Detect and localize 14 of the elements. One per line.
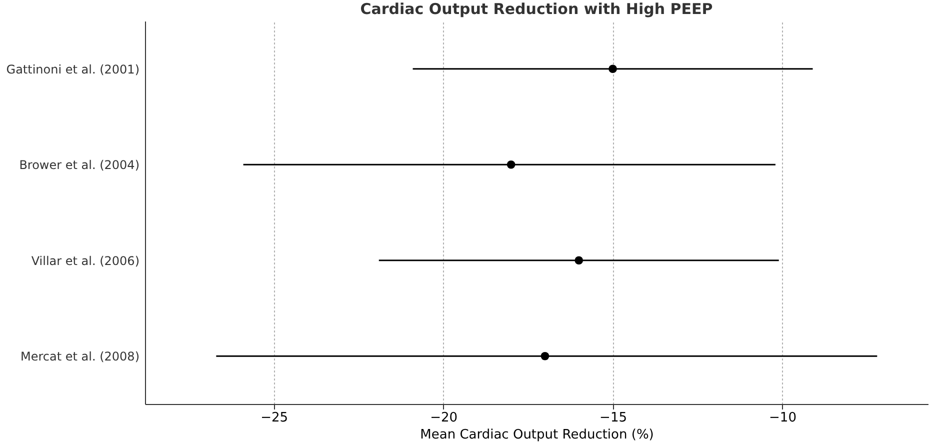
x-tick-label: −15: [600, 410, 627, 426]
x-axis-title: Mean Cardiac Output Reduction (%): [420, 428, 654, 442]
point: [574, 256, 584, 265]
x-tick-label: −10: [769, 410, 796, 426]
point: [608, 64, 617, 74]
chart-title: Cardiac Output Reduction with High PEEP: [360, 0, 713, 18]
x-tick-label: −25: [260, 410, 288, 426]
point: [506, 160, 516, 169]
x-tick-label: −20: [430, 410, 458, 426]
y-tick-label: Brower et al. (2004): [19, 158, 140, 172]
y-tick-label: Gattinoni et al. (2001): [6, 62, 140, 76]
y-tick-label: Villar et al. (2006): [31, 254, 140, 268]
y-tick-label: Mercat et al. (2008): [20, 350, 140, 364]
point: [540, 352, 550, 360]
